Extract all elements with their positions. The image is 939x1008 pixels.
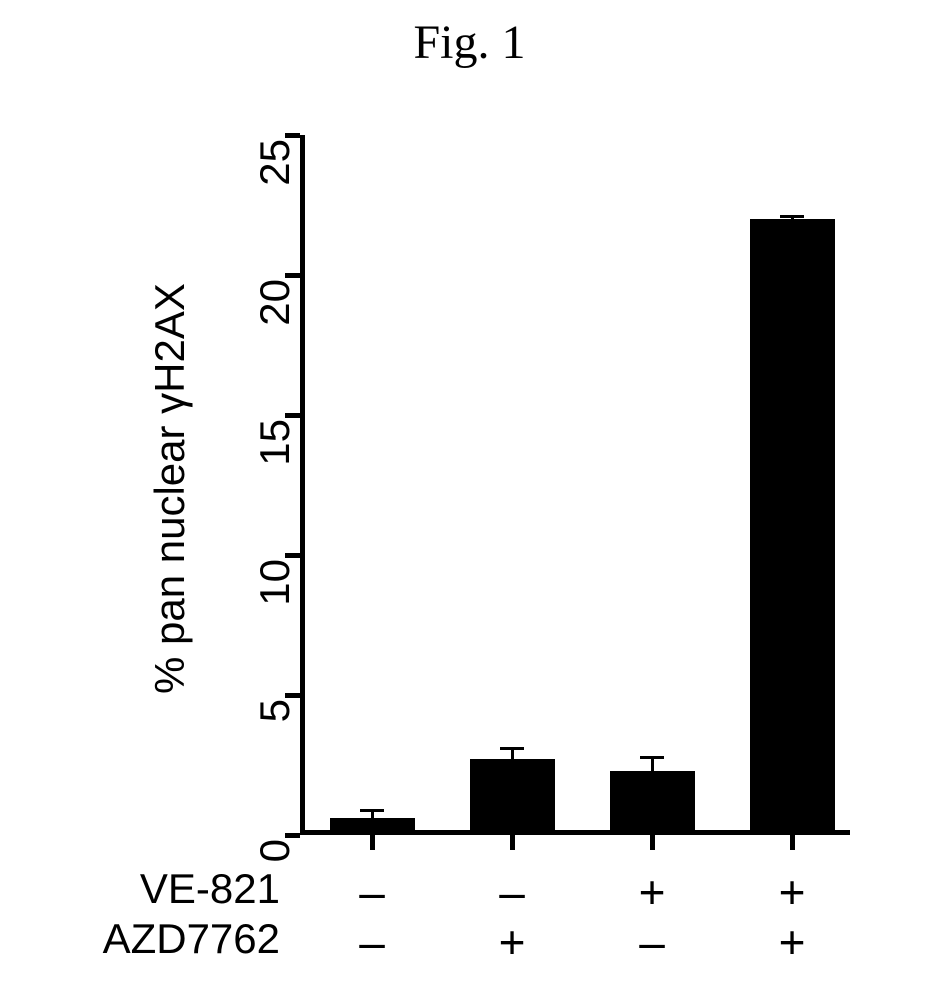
y-tick-label: 25 bbox=[251, 139, 299, 219]
bar bbox=[750, 219, 835, 835]
error-bar-cap bbox=[500, 747, 524, 750]
x-tick bbox=[510, 835, 515, 850]
treatment-mark: – bbox=[632, 915, 672, 969]
figure-title: Fig. 1 bbox=[0, 15, 939, 70]
y-tick-label: 10 bbox=[251, 559, 299, 639]
y-tick bbox=[285, 833, 300, 838]
y-axis-label: % pan nuclear γH2AX bbox=[146, 294, 194, 694]
y-tick-label: 20 bbox=[251, 279, 299, 359]
bar-chart: % pan nuclear γH2AX 0510152025 VE-821 AZ… bbox=[80, 125, 860, 985]
treatment-mark: + bbox=[632, 865, 672, 919]
treatment-row-label-ve821: VE-821 bbox=[50, 865, 280, 913]
y-tick bbox=[285, 553, 300, 558]
y-tick-label: 5 bbox=[251, 699, 299, 779]
bar bbox=[610, 771, 695, 835]
page: Fig. 1 % pan nuclear γH2AX 0510152025 VE… bbox=[0, 0, 939, 1008]
treatment-mark: + bbox=[492, 915, 532, 969]
y-tick bbox=[285, 693, 300, 698]
treatment-row-label-azd7762: AZD7762 bbox=[50, 915, 280, 963]
bar bbox=[330, 818, 415, 835]
error-bar-stem bbox=[651, 757, 654, 771]
y-tick bbox=[285, 273, 300, 278]
error-bar-cap bbox=[780, 215, 804, 218]
y-tick bbox=[285, 133, 300, 138]
treatment-mark: + bbox=[772, 915, 812, 969]
y-tick-label: 15 bbox=[251, 419, 299, 499]
treatment-mark: – bbox=[492, 865, 532, 919]
treatment-mark: – bbox=[352, 915, 392, 969]
x-tick bbox=[790, 835, 795, 850]
x-tick bbox=[650, 835, 655, 850]
treatment-mark: – bbox=[352, 865, 392, 919]
error-bar-cap bbox=[360, 809, 384, 812]
bar bbox=[470, 759, 555, 835]
x-tick bbox=[370, 835, 375, 850]
plot-region bbox=[300, 135, 850, 835]
treatment-mark: + bbox=[772, 865, 812, 919]
error-bar-cap bbox=[640, 756, 664, 759]
y-tick bbox=[285, 413, 300, 418]
